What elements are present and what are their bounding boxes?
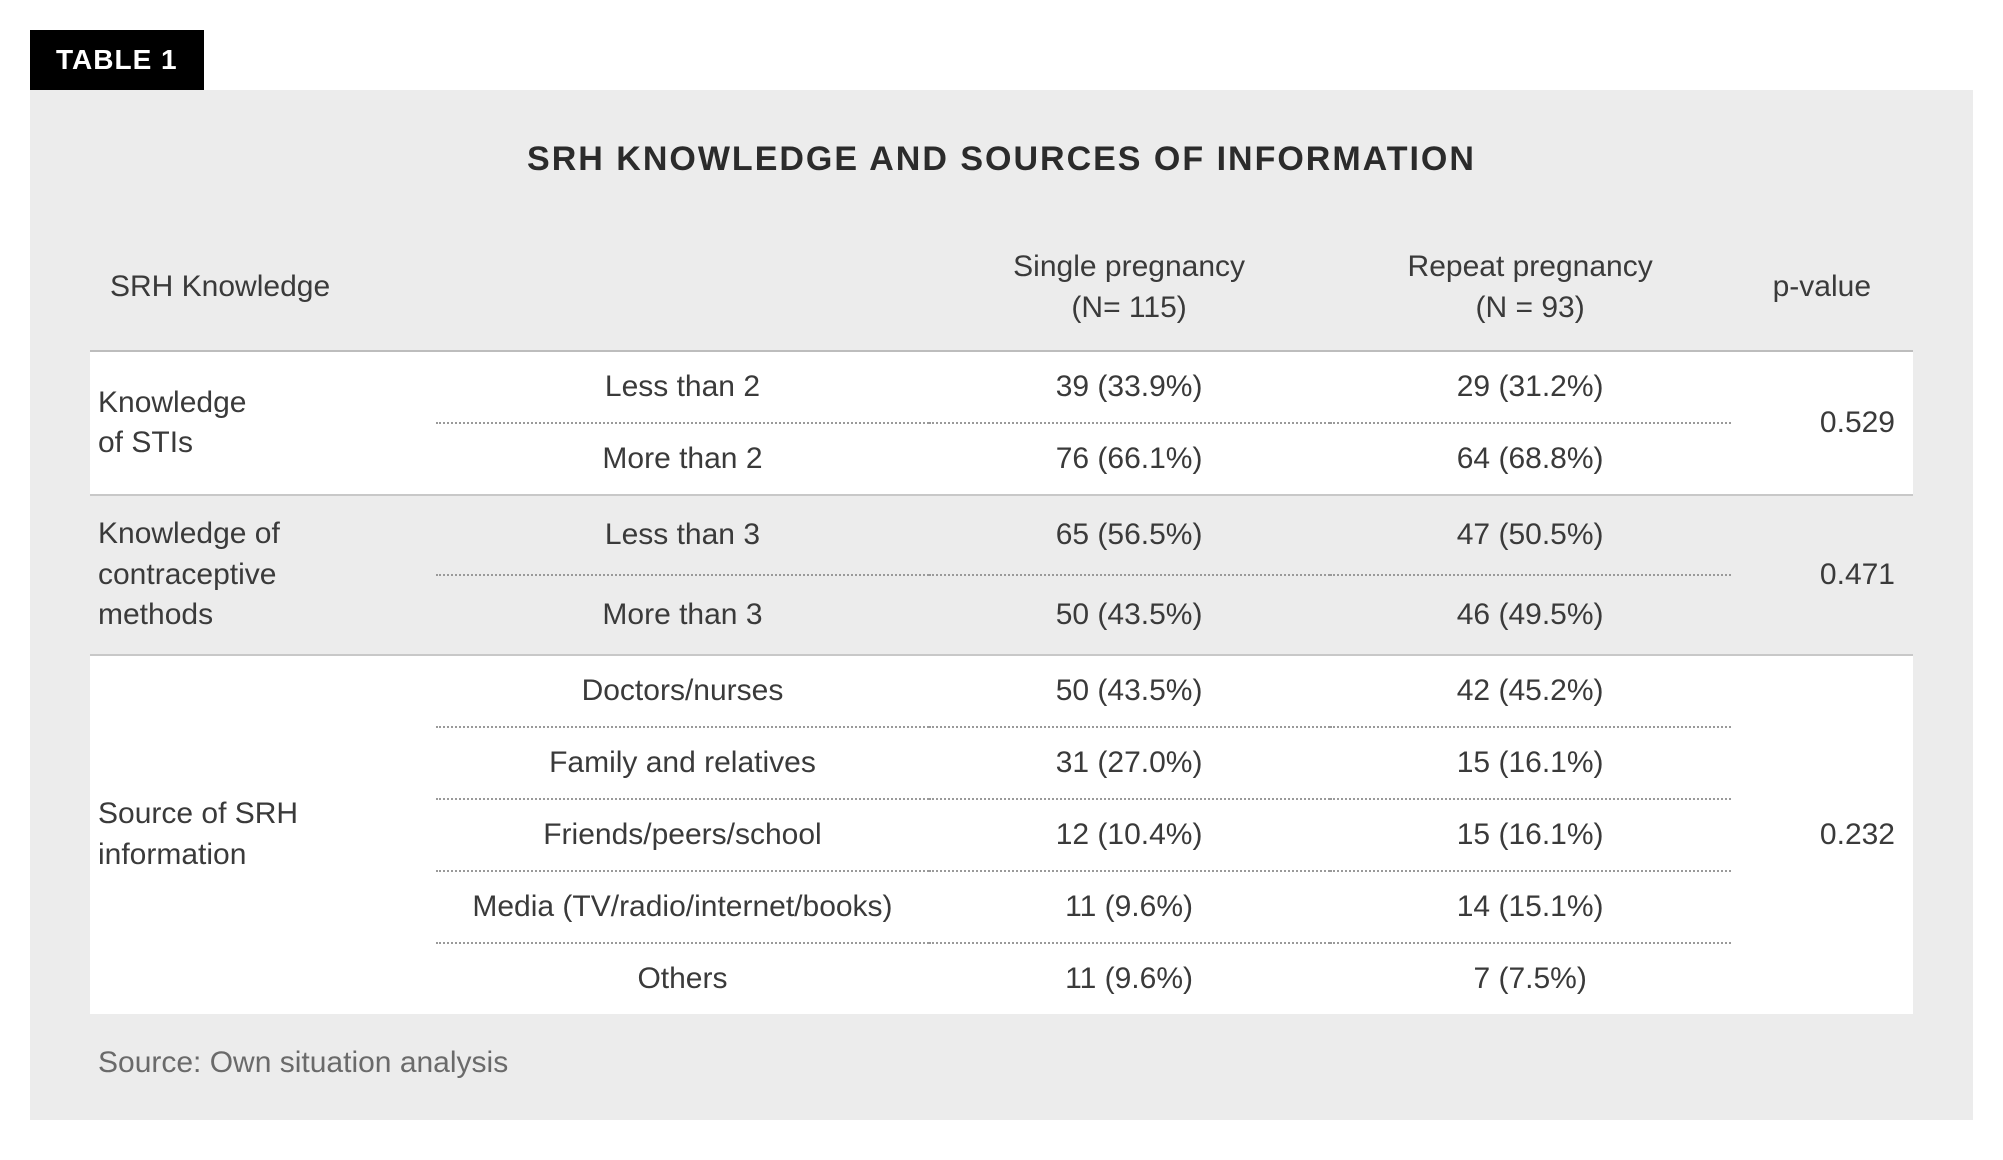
cell-repeat: 47 (50.5%) — [1330, 495, 1731, 575]
group-label: Knowledgeof STIs — [90, 351, 436, 495]
cell-category: More than 2 — [436, 423, 928, 495]
table-title: SRH KNOWLEDGE AND SOURCES OF INFORMATION — [90, 140, 1913, 179]
cell-category: Family and relatives — [436, 727, 928, 799]
col-category — [436, 229, 928, 351]
table-row: Knowledge ofcontraceptivemethodsLess tha… — [90, 495, 1913, 575]
cell-category: Doctors/nurses — [436, 655, 928, 727]
col-single-l2: (N= 115) — [1071, 291, 1186, 324]
cell-single: 76 (66.1%) — [929, 423, 1330, 495]
group-label: Source of SRHinformation — [90, 655, 436, 1014]
table-badge: TABLE 1 — [30, 30, 204, 90]
cell-single: 11 (9.6%) — [929, 943, 1330, 1014]
table-row: Knowledgeof STIsLess than 239 (33.9%)29 … — [90, 351, 1913, 423]
cell-single: 12 (10.4%) — [929, 799, 1330, 871]
cell-pvalue: 0.529 — [1731, 351, 1913, 495]
col-single-l1: Single pregnancy — [1013, 250, 1245, 283]
col-repeat-l1: Repeat pregnancy — [1408, 250, 1653, 283]
cell-repeat: 14 (15.1%) — [1330, 871, 1731, 943]
cell-single: 65 (56.5%) — [929, 495, 1330, 575]
cell-repeat: 46 (49.5%) — [1330, 575, 1731, 655]
group-label: Knowledge ofcontraceptivemethods — [90, 495, 436, 655]
cell-category: Others — [436, 943, 928, 1014]
cell-pvalue: 0.471 — [1731, 495, 1913, 655]
srh-table: SRH Knowledge Single pregnancy (N= 115) … — [90, 229, 1913, 1014]
cell-single: 31 (27.0%) — [929, 727, 1330, 799]
cell-pvalue: 0.232 — [1731, 655, 1913, 1014]
table-source: Source: Own situation analysis — [90, 1046, 1913, 1080]
cell-category: Friends/peers/school — [436, 799, 928, 871]
cell-single: 50 (43.5%) — [929, 655, 1330, 727]
cell-single: 39 (33.9%) — [929, 351, 1330, 423]
cell-repeat: 15 (16.1%) — [1330, 799, 1731, 871]
cell-repeat: 7 (7.5%) — [1330, 943, 1731, 1014]
cell-repeat: 29 (31.2%) — [1330, 351, 1731, 423]
col-srh-knowledge: SRH Knowledge — [90, 229, 436, 351]
cell-category: More than 3 — [436, 575, 928, 655]
table-panel: SRH KNOWLEDGE AND SOURCES OF INFORMATION… — [30, 90, 1973, 1120]
cell-repeat: 64 (68.8%) — [1330, 423, 1731, 495]
cell-category: Media (TV/radio/internet/books) — [436, 871, 928, 943]
col-single-pregnancy: Single pregnancy (N= 115) — [929, 229, 1330, 351]
table-row: Source of SRHinformationDoctors/nurses50… — [90, 655, 1913, 727]
cell-single: 50 (43.5%) — [929, 575, 1330, 655]
col-p-value: p-value — [1731, 229, 1913, 351]
cell-repeat: 42 (45.2%) — [1330, 655, 1731, 727]
cell-category: Less than 3 — [436, 495, 928, 575]
cell-repeat: 15 (16.1%) — [1330, 727, 1731, 799]
header-row: SRH Knowledge Single pregnancy (N= 115) … — [90, 229, 1913, 351]
col-repeat-l2: (N = 93) — [1476, 291, 1585, 324]
cell-category: Less than 2 — [436, 351, 928, 423]
cell-single: 11 (9.6%) — [929, 871, 1330, 943]
col-repeat-pregnancy: Repeat pregnancy (N = 93) — [1330, 229, 1731, 351]
